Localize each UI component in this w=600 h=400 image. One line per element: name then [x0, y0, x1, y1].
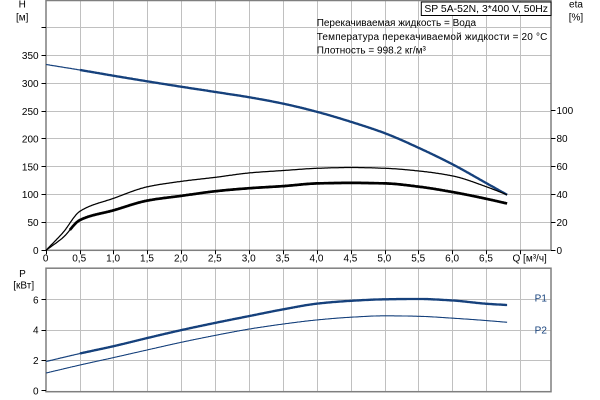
- svg-text:5,5: 5,5: [411, 254, 425, 265]
- svg-text:0,5: 0,5: [72, 254, 86, 265]
- svg-text:2,0: 2,0: [174, 254, 188, 265]
- svg-text:1,5: 1,5: [140, 254, 154, 265]
- svg-text:0: 0: [43, 254, 49, 265]
- svg-text:3,0: 3,0: [242, 254, 256, 265]
- svg-text:6: 6: [33, 295, 39, 306]
- svg-text:[%]: [%]: [569, 12, 584, 23]
- svg-text:250: 250: [22, 107, 39, 118]
- svg-text:4: 4: [33, 326, 39, 337]
- svg-text:H: H: [19, 0, 26, 11]
- svg-text:300: 300: [22, 79, 39, 90]
- svg-text:Температура перекачиваемой жид: Температура перекачиваемой жидкости = 20…: [317, 32, 548, 43]
- svg-text:80: 80: [557, 134, 569, 145]
- svg-text:Q [м³/ч]: Q [м³/ч]: [513, 254, 548, 265]
- svg-text:P2: P2: [535, 325, 548, 336]
- svg-text:100: 100: [22, 190, 39, 201]
- svg-text:4,0: 4,0: [310, 254, 324, 265]
- svg-text:0: 0: [33, 246, 39, 257]
- svg-text:100: 100: [557, 106, 574, 117]
- svg-text:6,5: 6,5: [479, 254, 493, 265]
- svg-text:60: 60: [557, 162, 569, 173]
- svg-text:3,5: 3,5: [276, 254, 290, 265]
- svg-text:6,0: 6,0: [445, 254, 459, 265]
- svg-text:350: 350: [22, 51, 39, 62]
- svg-text:4,5: 4,5: [343, 254, 357, 265]
- svg-text:20: 20: [557, 218, 569, 229]
- svg-text:[кВт]: [кВт]: [13, 281, 34, 292]
- svg-text:[м]: [м]: [16, 12, 29, 23]
- svg-text:2: 2: [33, 356, 39, 367]
- svg-text:1,0: 1,0: [106, 254, 120, 265]
- svg-text:P1: P1: [535, 294, 548, 305]
- svg-text:Перекачиваемая жидкость = Вода: Перекачиваемая жидкость = Вода: [317, 18, 477, 29]
- svg-text:SP 5A-52N, 3*400 V, 50Hz: SP 5A-52N, 3*400 V, 50Hz: [424, 4, 548, 15]
- svg-text:Плотность = 998.2 кг/м³: Плотность = 998.2 кг/м³: [317, 46, 427, 57]
- svg-text:5,0: 5,0: [377, 254, 391, 265]
- svg-text:2,5: 2,5: [208, 254, 222, 265]
- svg-text:150: 150: [22, 162, 39, 173]
- svg-text:50: 50: [27, 218, 39, 229]
- svg-text:0: 0: [557, 246, 563, 257]
- svg-text:40: 40: [557, 190, 569, 201]
- svg-text:P: P: [19, 269, 26, 280]
- svg-text:200: 200: [22, 135, 39, 146]
- svg-text:0: 0: [33, 387, 39, 398]
- svg-text:eta: eta: [569, 0, 583, 11]
